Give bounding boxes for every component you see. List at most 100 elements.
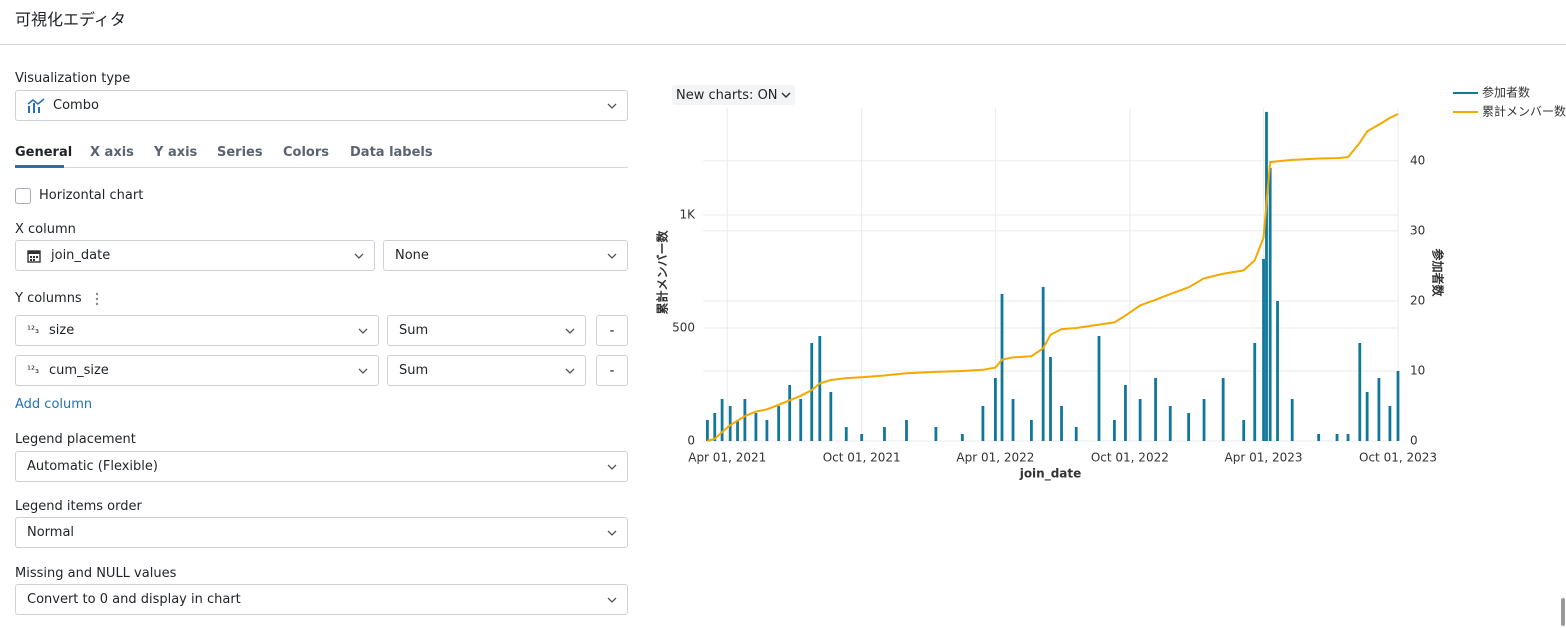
y-axis-title: 累計メンバー数 <box>655 230 670 315</box>
field-label: Visualization type <box>15 71 131 86</box>
bar <box>960 433 964 441</box>
tab-border <box>15 167 628 168</box>
bar <box>777 405 781 441</box>
bar <box>720 398 724 441</box>
add-column-link[interactable]: Add column <box>15 397 93 412</box>
y-tick-label: 1K <box>679 208 696 222</box>
select-value: Sum <box>399 363 429 378</box>
bar <box>1396 370 1400 441</box>
kebab-icon[interactable] <box>95 292 99 306</box>
x-tick-label: Apr 01, 2022 <box>956 451 1034 465</box>
tab-indicator <box>15 165 64 168</box>
bar <box>829 391 833 441</box>
bar <box>1388 405 1392 441</box>
bar <box>713 412 717 441</box>
field-label: X column <box>15 222 76 237</box>
bar <box>818 335 822 441</box>
y2-tick-label: 40 <box>1410 153 1425 167</box>
x-tick-label: Apr 01, 2023 <box>1225 451 1303 465</box>
legend-order-select[interactable]: Normal <box>15 517 628 548</box>
checkbox-label: Horizontal chart <box>39 188 144 203</box>
chevron <box>354 253 364 259</box>
chevron <box>358 368 368 374</box>
bar <box>1113 419 1116 441</box>
select-value: None <box>395 248 429 263</box>
select-value: join_date <box>51 248 111 263</box>
chevron <box>607 597 617 603</box>
bar <box>1335 433 1339 441</box>
bar <box>1253 342 1257 441</box>
aggregation-select[interactable]: Sum <box>387 315 586 346</box>
tab[interactable]: General <box>15 145 73 160</box>
legend-label: 参加者数 <box>1482 85 1530 100</box>
field-label: Missing and NULL values <box>15 566 177 581</box>
bar <box>706 419 709 441</box>
legend-placement-select[interactable]: Automatic (Flexible) <box>15 451 628 482</box>
y-column-select[interactable]: ¹²₃ size <box>15 315 379 346</box>
aggregation-select[interactable]: Sum <box>387 355 586 386</box>
bar <box>1029 419 1033 441</box>
bar <box>1202 398 1206 441</box>
y2-axis-title: 参加者数 <box>1431 248 1446 297</box>
y-column-select[interactable]: ¹²₃ cum_size <box>15 355 379 386</box>
field-label: Legend placement <box>15 432 136 447</box>
bar <box>1276 300 1279 441</box>
x-tick-label: Oct 01, 2023 <box>1359 451 1437 465</box>
select-value: Normal <box>27 525 75 540</box>
y2-tick-label: 10 <box>1410 363 1425 377</box>
bar <box>1049 356 1052 441</box>
chevron <box>607 103 617 109</box>
checkbox[interactable] <box>15 188 31 204</box>
select-value: Combo <box>53 98 99 113</box>
bar <box>844 426 848 441</box>
tab[interactable]: Data labels <box>350 145 433 160</box>
field-label: Y columns <box>15 291 82 306</box>
x-tick-label: Apr 01, 2021 <box>688 451 766 465</box>
tab[interactable]: Y axis <box>154 145 198 160</box>
bar <box>1041 286 1045 441</box>
y2-tick-label: 30 <box>1410 223 1425 237</box>
select-value: size <box>49 323 75 338</box>
x-scale-select[interactable]: None <box>383 240 628 271</box>
calendar-icon <box>27 249 41 263</box>
bar <box>1000 293 1004 441</box>
bar <box>1097 335 1101 441</box>
toggle-label: New charts: ON <box>676 87 778 103</box>
scrollbar <box>1561 598 1565 626</box>
combo-icon <box>27 97 45 113</box>
tab[interactable]: Colors <box>283 145 330 160</box>
bar <box>1365 391 1369 441</box>
bar <box>765 419 769 441</box>
remove-button[interactable]: - <box>596 315 628 346</box>
missing-values-select[interactable]: Convert to 0 and display in chart <box>15 584 628 615</box>
viz-type-select[interactable]: Combo <box>15 90 628 121</box>
tab[interactable]: X axis <box>90 145 134 160</box>
bar <box>810 342 814 441</box>
bar <box>1124 384 1127 441</box>
chevron <box>607 530 617 536</box>
new-charts-toggle[interactable]: New charts: ON <box>672 85 795 105</box>
bar <box>1377 377 1381 441</box>
bar <box>1154 377 1157 441</box>
chevron <box>781 92 791 99</box>
tab[interactable]: Series <box>217 145 263 160</box>
y-tick-label: 500 <box>672 321 695 335</box>
bar <box>728 405 732 441</box>
bar <box>905 419 908 441</box>
bar <box>1168 405 1172 441</box>
chevron <box>607 464 617 470</box>
bar <box>799 398 803 441</box>
y2-tick-label: 0 <box>1410 434 1418 448</box>
bar <box>1221 377 1225 441</box>
bar <box>1138 398 1142 441</box>
chevron <box>607 253 617 259</box>
select-value: Automatic (Flexible) <box>27 459 158 474</box>
bar <box>736 419 739 441</box>
bar <box>883 426 886 441</box>
bar <box>1346 433 1350 441</box>
x-column-select[interactable]: join_date <box>15 240 375 271</box>
type-icon: ¹²₃ <box>27 325 40 336</box>
remove-button[interactable]: - <box>596 355 628 386</box>
bar <box>860 433 864 441</box>
